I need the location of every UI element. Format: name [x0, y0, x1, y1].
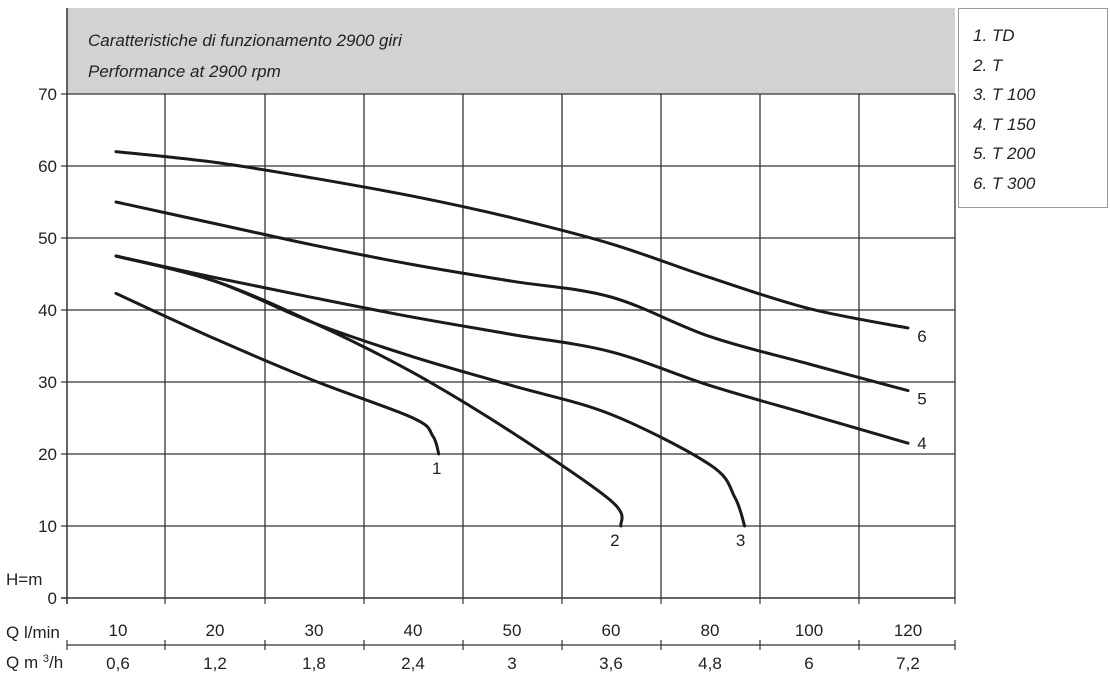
x-axis-label-suffix: /h	[49, 653, 63, 672]
series-end-label-3: 3	[736, 531, 745, 550]
legend-item: 3. T 100	[973, 85, 1036, 104]
x-axis-label-superscript: 3	[43, 653, 49, 665]
x-tick-label: 10	[109, 621, 128, 640]
series-end-label-6: 6	[917, 327, 926, 346]
x-tick-label-secondary: 7,2	[896, 654, 920, 673]
x-tick-label-secondary: 2,4	[401, 654, 425, 673]
y-tick-label: 70	[38, 85, 57, 104]
x-tick-label: 120	[894, 621, 922, 640]
legend-item: 6. T 300	[973, 173, 1036, 193]
series-end-label-4: 4	[917, 434, 926, 453]
series-line-2	[114, 254, 624, 528]
x-tick-label-secondary: 1,2	[203, 654, 227, 673]
series-end-label-2: 2	[610, 531, 619, 550]
legend: 1. TD 2. T 3. T 100 4. T 150 5. T 200 6.…	[958, 8, 1108, 208]
x-axis-label-secondary-text: Q m	[6, 653, 38, 672]
x-tick-label: 60	[602, 621, 621, 640]
x-tick-label-secondary: 3,6	[599, 654, 623, 673]
x-tick-label-secondary: 6	[804, 654, 813, 673]
y-tick-label: 30	[38, 373, 57, 392]
series-line-6	[114, 150, 910, 330]
legend-item: 1. TD	[973, 26, 1015, 45]
x-tick-label: 100	[795, 621, 823, 640]
x-tick-label: 20	[206, 621, 225, 640]
legend-item: 4. T 150	[973, 114, 1036, 134]
series-line-3	[114, 254, 747, 528]
title-band	[67, 8, 955, 94]
x-tick-label-secondary: 4,8	[698, 654, 722, 673]
y-axis-label: H=m	[6, 570, 42, 589]
series-line-5	[114, 200, 910, 393]
legend-item: 5. T 200	[973, 144, 1036, 163]
y-tick-label: 0	[48, 589, 57, 608]
x-tick-label-secondary: 3	[507, 654, 516, 673]
y-tick-label: 20	[38, 445, 57, 464]
x-tick-label: 40	[404, 621, 423, 640]
series-end-label-1: 1	[432, 459, 441, 478]
x-tick-label: 80	[701, 621, 720, 640]
series-line-4	[114, 254, 910, 445]
x-tick-label: 30	[305, 621, 324, 640]
x-axis-label: Q l/min	[6, 623, 60, 642]
series-end-label-5: 5	[917, 390, 926, 409]
chart-title: Caratteristiche di funzionamento 2900 gi…	[88, 31, 403, 50]
x-tick-label-secondary: 0,6	[106, 654, 130, 673]
legend-item: 2. T	[973, 55, 1003, 75]
x-axis-label-secondary: Q m 3/h	[6, 653, 63, 672]
x-tick-label-secondary: 1,8	[302, 654, 326, 673]
series-line-1	[114, 291, 441, 456]
y-tick-label: 10	[38, 517, 57, 536]
chart-subtitle: Performance at 2900 rpm	[88, 62, 281, 81]
x-tick-label: 50	[503, 621, 522, 640]
y-tick-label: 50	[38, 229, 57, 248]
y-tick-label: 60	[38, 157, 57, 176]
y-tick-label: 40	[38, 301, 57, 320]
